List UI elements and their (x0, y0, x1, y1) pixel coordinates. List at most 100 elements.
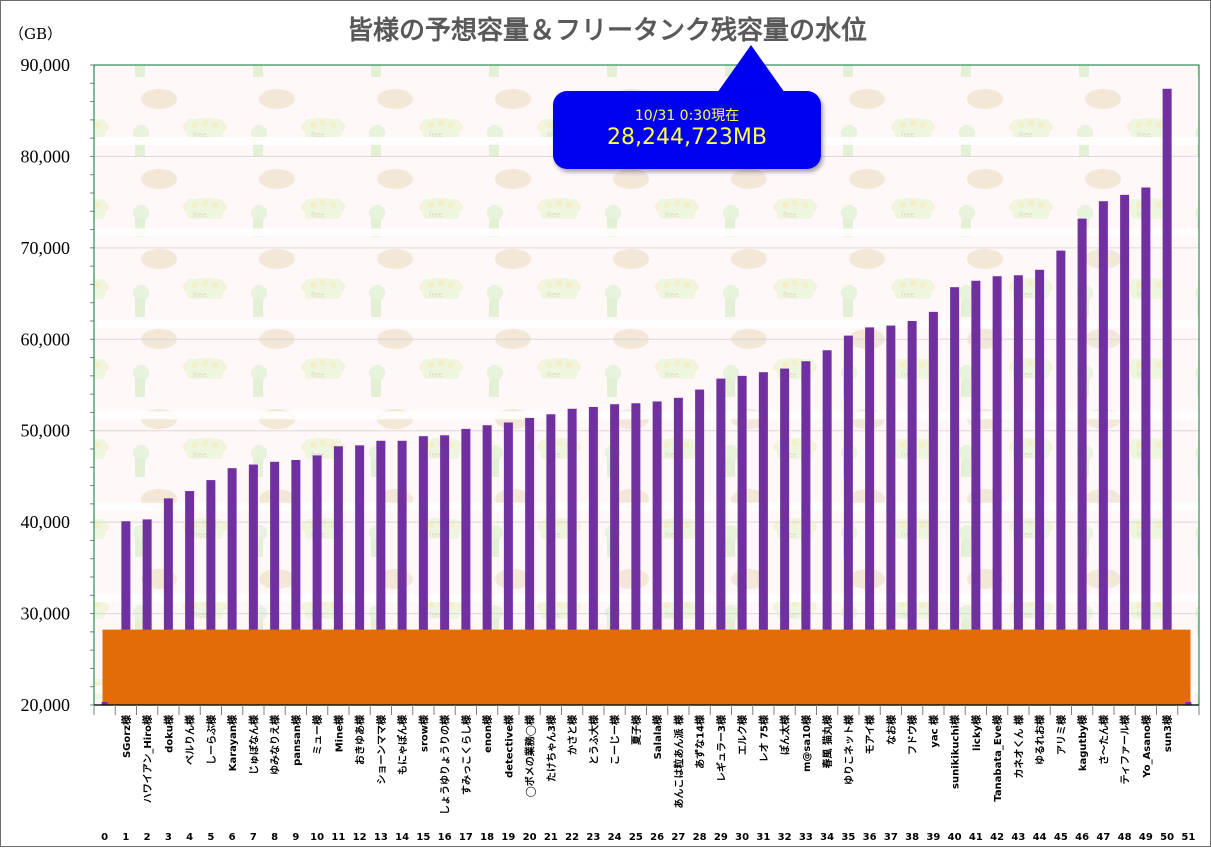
y-tick-label: 60,000 (21, 329, 71, 349)
x-category-label: 春風 猫丸様 (821, 714, 834, 768)
x-index-label: 50 (1160, 832, 1174, 843)
x-category-label: doku様 (162, 714, 175, 753)
bar (631, 403, 641, 705)
x-category-label: とうふ大様 (587, 714, 600, 765)
bar (525, 417, 535, 705)
x-category-label: レオ 75様 (757, 714, 770, 762)
bar (928, 311, 938, 705)
x-index-label: 21 (544, 832, 558, 843)
bar (716, 378, 726, 705)
bar (333, 446, 343, 705)
x-index-label: 12 (353, 832, 367, 843)
x-category-label: さ～たん様 (1097, 714, 1110, 765)
x-category-label: Mine様 (332, 714, 345, 752)
bar (950, 287, 960, 705)
bar (121, 521, 131, 705)
x-index-label: 2 (144, 832, 151, 843)
x-category-label: モアイ様 (864, 714, 877, 754)
x-category-label: kagutby様 (1076, 714, 1089, 771)
x-index-label: 38 (905, 832, 919, 843)
callout-pointer (717, 45, 785, 93)
bar (227, 468, 237, 705)
x-category-label: ハワイアン_Hiro様 (141, 714, 154, 803)
y-tick-label: 70,000 (21, 238, 71, 258)
bar (503, 422, 513, 705)
x-category-label: ミュー様 (311, 714, 324, 755)
bar-end-marker (101, 702, 108, 705)
bar (1035, 269, 1045, 705)
plot-band (94, 594, 1199, 603)
bar (822, 350, 832, 705)
bar (567, 408, 577, 705)
x-index-label: 41 (969, 832, 983, 843)
x-index-label: 45 (1054, 832, 1068, 843)
x-index-label: 18 (480, 832, 494, 843)
bar (695, 389, 705, 705)
x-category-label: エルク様 (736, 714, 749, 755)
x-index-label: 9 (292, 832, 299, 843)
bar (1056, 250, 1066, 705)
x-category-label: m@sa10様 (800, 714, 813, 772)
bar (291, 459, 301, 705)
bar (1162, 88, 1172, 706)
x-index-label: 16 (438, 832, 452, 843)
x-index-label: 6 (229, 832, 236, 843)
x-category-label: Yo_Asano様 (1140, 714, 1153, 779)
x-category-label: おきゆあ様 (354, 714, 367, 765)
y-tick-label: 30,000 (21, 604, 71, 624)
bar (312, 455, 322, 705)
x-index-label: 8 (271, 832, 278, 843)
x-category-label: srow様 (417, 714, 430, 752)
x-category-label: すみっこくらし様 (460, 714, 473, 795)
x-index-label: 20 (523, 832, 537, 843)
bar (1141, 187, 1151, 705)
bar (886, 325, 896, 705)
x-category-label: あずな14様 (694, 714, 707, 769)
x-category-label: ティファール様 (1119, 714, 1132, 784)
x-category-label: もにゃぽん様 (396, 714, 409, 775)
x-category-label: ゆるれお様 (1034, 714, 1047, 765)
x-category-label: かさと様 (566, 714, 579, 755)
bar (376, 440, 386, 705)
x-category-label: sunikikuchi様 (949, 714, 962, 789)
x-category-label: アリミ様 (1055, 714, 1068, 755)
x-index-label: 40 (948, 832, 962, 843)
x-index-label: 44 (1033, 832, 1047, 843)
plot-band (94, 228, 1199, 237)
bar (780, 368, 790, 705)
x-index-label: 37 (884, 832, 898, 843)
x-index-label: 47 (1096, 832, 1110, 843)
x-category-label: SGorz様 (120, 714, 133, 758)
bar (673, 397, 683, 705)
bar (737, 375, 747, 705)
x-index-label: 46 (1075, 832, 1089, 843)
x-category-label: レギュラー3様 (715, 714, 728, 782)
x-category-label: ぽん太様 (779, 714, 792, 755)
plot-band (94, 411, 1199, 420)
x-category-label: ◯ボメの業務◯様 (524, 714, 537, 797)
bar (418, 436, 428, 705)
x-category-label: Tanabata_Eve様 (991, 714, 1004, 802)
x-index-label: 34 (820, 832, 834, 843)
bar (801, 361, 811, 705)
x-index-label: 26 (650, 832, 664, 843)
y-tick-label: 80,000 (21, 146, 71, 166)
x-index-label: 17 (459, 832, 473, 843)
y-tick-label: 20,000 (21, 695, 71, 715)
bar (440, 435, 450, 705)
x-category-label: licky様 (970, 714, 983, 751)
x-index-label: 36 (863, 832, 877, 843)
chart-title: 皆様の予想容量＆フリータンク残容量の水位 (347, 15, 867, 46)
bar (610, 404, 620, 705)
bar (1120, 194, 1130, 706)
x-index-label: 39 (926, 832, 940, 843)
y-tick-label: 40,000 (21, 512, 71, 532)
bar-end-marker (1185, 702, 1192, 705)
x-index-label: 43 (1011, 832, 1025, 843)
x-index-label: 7 (250, 832, 257, 843)
bar (588, 406, 598, 705)
x-index-label: 51 (1181, 832, 1195, 843)
x-category-label: sun3様 (1161, 714, 1174, 752)
